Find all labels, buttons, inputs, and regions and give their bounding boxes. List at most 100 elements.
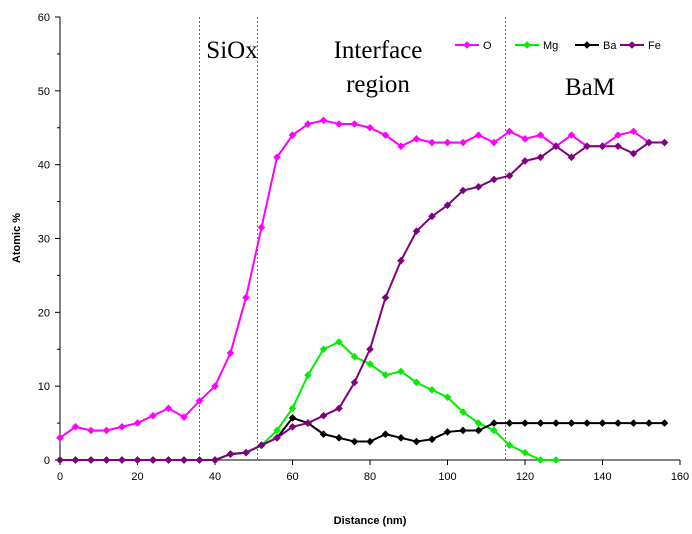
- data-point-o: [56, 434, 64, 442]
- data-point-fe: [211, 456, 219, 464]
- region-labels: SiOx Interface region BaM: [206, 37, 615, 101]
- x-tick-label: 100: [438, 471, 456, 483]
- data-point-fe: [87, 456, 95, 464]
- data-point-ba: [428, 435, 436, 444]
- data-point-ba: [583, 419, 591, 427]
- region-label-1: Interface: [334, 37, 423, 64]
- legend: O Mg Ba Fe: [455, 40, 661, 52]
- data-point-mg: [335, 338, 343, 346]
- data-point-fe: [381, 293, 390, 302]
- data-point-ba: [567, 419, 576, 427]
- y-tick-label: 60: [38, 12, 50, 24]
- data-point-fe: [195, 456, 204, 464]
- data-point-o: [180, 413, 188, 421]
- y-axis-title: Atomic %: [11, 213, 23, 263]
- data-point-ba: [521, 419, 529, 427]
- series-group: [56, 116, 669, 464]
- x-tick-label: 120: [516, 471, 534, 483]
- data-point-ba: [335, 434, 343, 442]
- data-point-o: [226, 349, 235, 357]
- data-point-o: [195, 397, 204, 405]
- data-point-fe: [350, 378, 359, 387]
- x-tick-label: 60: [286, 471, 298, 483]
- data-point-fe: [164, 456, 173, 464]
- legend-label-o: O: [483, 40, 492, 52]
- data-point-mg: [474, 419, 483, 427]
- data-point-fe: [536, 153, 545, 162]
- series-mg: [56, 338, 560, 464]
- data-point-fe: [645, 138, 653, 147]
- data-point-ba: [443, 428, 452, 436]
- data-point-o: [71, 422, 80, 431]
- x-tick-label: 0: [57, 471, 63, 483]
- data-point-ba: [660, 419, 669, 427]
- data-point-mg: [505, 441, 514, 450]
- data-point-o: [288, 131, 297, 139]
- legend-label-ba: Ba: [603, 40, 617, 52]
- data-point-fe: [474, 183, 483, 191]
- data-point-o: [87, 426, 95, 435]
- data-point-o: [304, 120, 312, 128]
- data-point-fe: [102, 456, 111, 464]
- legend-marker-fe: [628, 41, 636, 49]
- data-point-o: [118, 422, 126, 431]
- data-point-o: [273, 153, 281, 162]
- data-point-o: [102, 426, 111, 435]
- data-point-fe: [629, 149, 638, 158]
- data-point-ba: [459, 426, 467, 435]
- data-point-ba: [614, 419, 622, 427]
- data-point-o: [412, 135, 421, 143]
- series-line-mg: [60, 340, 556, 461]
- legend-marker-o: [463, 41, 471, 49]
- data-point-fe: [335, 404, 343, 413]
- data-point-ba: [629, 419, 638, 427]
- data-point-fe: [180, 456, 188, 464]
- data-point-ba: [490, 419, 498, 427]
- series-fe: [56, 138, 669, 464]
- data-point-mg: [490, 426, 498, 435]
- legend-label-mg: Mg: [543, 40, 558, 52]
- series-o: [56, 116, 669, 442]
- data-point-fe: [242, 448, 250, 457]
- data-point-o: [242, 293, 250, 302]
- data-point-o: [459, 138, 467, 147]
- data-point-mg: [459, 408, 467, 416]
- data-point-ba: [381, 430, 390, 438]
- data-point-o: [381, 131, 390, 139]
- data-point-o: [490, 138, 498, 147]
- data-point-o: [629, 127, 638, 136]
- data-point-mg: [350, 352, 359, 361]
- data-point-o: [149, 411, 157, 420]
- data-point-o: [614, 131, 622, 139]
- data-point-ba: [536, 419, 545, 427]
- x-tick-label: 80: [364, 471, 376, 483]
- data-point-fe: [428, 212, 436, 221]
- data-point-ba: [474, 426, 483, 435]
- data-point-o: [366, 123, 374, 132]
- data-point-mg: [412, 378, 421, 387]
- data-point-fe: [319, 411, 328, 420]
- legend-label-fe: Fe: [648, 40, 661, 52]
- data-point-fe: [505, 171, 514, 180]
- data-point-o: [350, 120, 359, 128]
- data-point-ba: [505, 419, 514, 427]
- series-line-fe: [60, 141, 665, 461]
- x-tick-label: 20: [131, 471, 143, 483]
- x-tick-label: 160: [671, 471, 689, 483]
- data-point-mg: [288, 404, 297, 413]
- legend-marker-mg: [523, 41, 531, 49]
- data-point-fe: [56, 456, 64, 464]
- data-point-fe: [273, 434, 281, 442]
- data-point-mg: [397, 367, 405, 376]
- data-point-fe: [226, 450, 235, 458]
- data-point-o: [211, 382, 219, 390]
- y-tick-label: 20: [38, 307, 50, 319]
- data-point-fe: [366, 345, 374, 354]
- x-tick-label: 140: [593, 471, 611, 483]
- data-point-ba: [397, 434, 405, 442]
- data-point-fe: [133, 456, 142, 464]
- y-tick-label: 40: [38, 160, 50, 172]
- data-point-fe: [257, 441, 266, 450]
- data-point-mg: [521, 448, 529, 457]
- data-point-mg: [381, 371, 390, 379]
